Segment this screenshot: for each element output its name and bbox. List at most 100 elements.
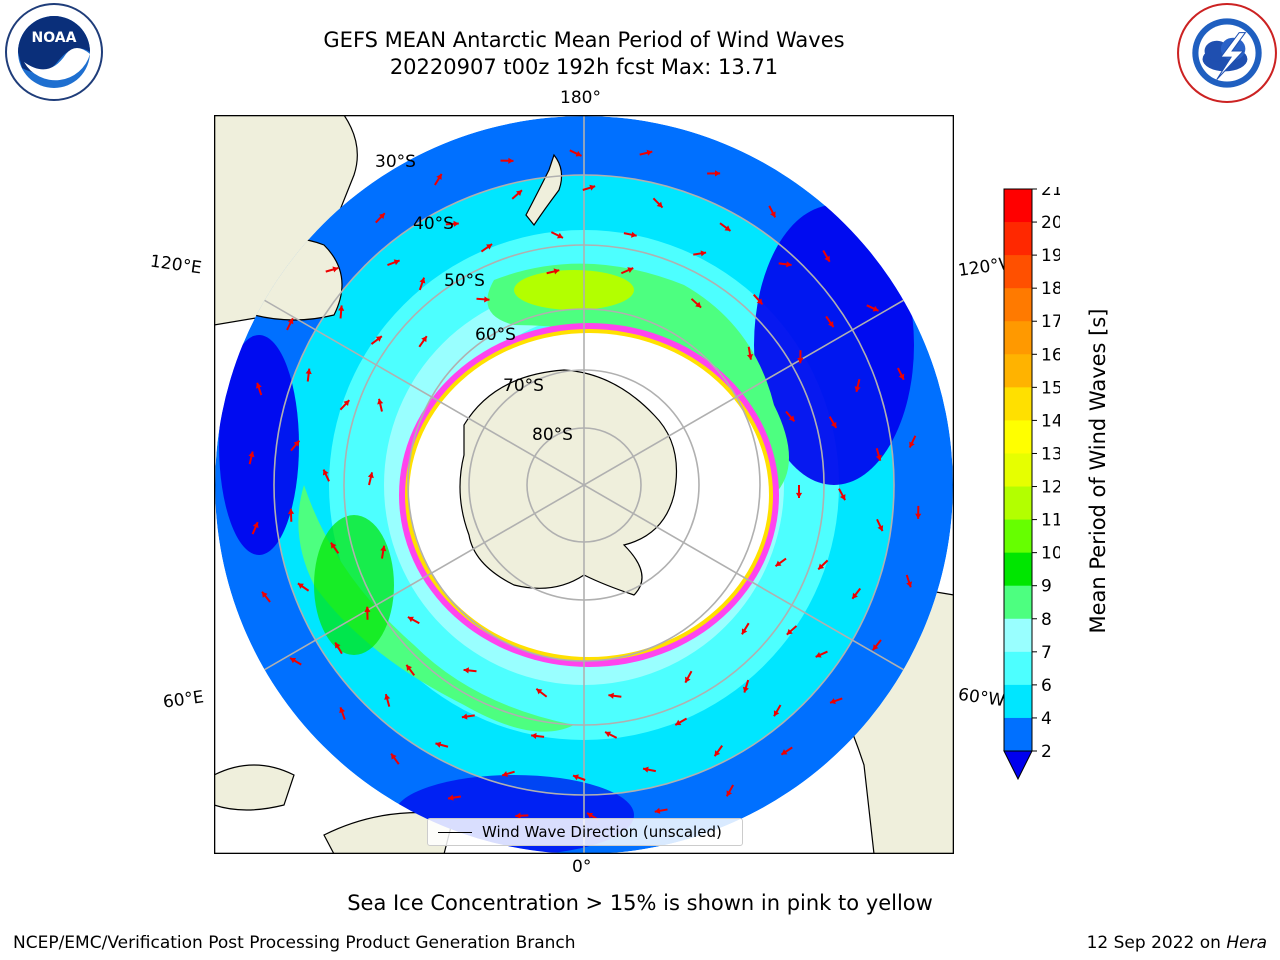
noaa-logo-icon: NOAA xyxy=(5,3,103,101)
wind-arrow xyxy=(654,807,668,814)
lat-label-60s: 60°S xyxy=(475,325,516,345)
wind-arrow xyxy=(418,335,428,348)
wind-arrow xyxy=(822,249,831,263)
wind-arrow xyxy=(838,488,846,501)
wind-arrow xyxy=(623,231,637,238)
wind-arrow xyxy=(725,784,735,797)
wind-arrow xyxy=(652,197,664,209)
wind-arrow xyxy=(384,693,391,707)
lon-label-0: 0° xyxy=(572,857,592,877)
colorbar-block xyxy=(1004,585,1032,620)
wind-arrow xyxy=(872,639,882,651)
wind-arrow xyxy=(742,679,750,693)
nws-logo-icon xyxy=(1177,3,1277,103)
wind-arrow xyxy=(546,268,560,275)
lon-label-60w: 60°W xyxy=(956,684,1007,712)
colorbar-tick-label: 2 xyxy=(1041,742,1052,762)
wind-arrow xyxy=(338,305,345,319)
wind-arrow xyxy=(774,557,787,567)
colorbar-tick-label: 9 xyxy=(1041,577,1052,597)
colorbar-tick-label: 17 xyxy=(1041,312,1060,332)
wind-arrow xyxy=(795,485,803,498)
wind-arrow xyxy=(897,367,905,381)
wind-arrow xyxy=(387,259,400,266)
wind-arrow xyxy=(445,220,459,227)
wind-arrow xyxy=(582,184,596,191)
wind-arrow xyxy=(786,625,798,636)
wind-arrow xyxy=(746,346,754,360)
wind-arrow xyxy=(569,149,582,157)
wind-arrow xyxy=(773,704,782,717)
colorbar-block xyxy=(1004,519,1032,554)
map-legend: Wind Wave Direction (unscaled) xyxy=(427,818,743,846)
colorbar-block xyxy=(1004,651,1032,686)
map-gridlines xyxy=(215,116,953,854)
wind-arrow xyxy=(572,774,586,781)
colorbar-block xyxy=(1004,354,1032,388)
colorbar-block xyxy=(1004,255,1032,289)
wind-arrow xyxy=(334,641,343,655)
wind-arrow xyxy=(287,508,295,522)
wind-arrow xyxy=(390,753,400,765)
wind-arrow xyxy=(405,664,416,676)
colorbar-tick-label: 21 xyxy=(1041,187,1060,200)
wind-arrow xyxy=(289,657,302,666)
colorbar: 21 20 19 18 17 16 15 14 13 12 11 10 9 8 7 6 4 2 xyxy=(1003,187,1060,781)
colorbar-tick-label: 14 xyxy=(1041,411,1060,431)
sea-ice-caption: Sea Ice Concentration > 15% is shown in … xyxy=(347,891,933,915)
wind-arrow xyxy=(639,149,653,156)
wind-arrow xyxy=(829,697,843,704)
colorbar-block xyxy=(1004,222,1032,256)
wind-arrow xyxy=(255,382,263,396)
wind-arrow xyxy=(674,717,688,726)
wind-arrow xyxy=(367,472,374,486)
footer-credit: NCEP/EMC/Verification Post Processing Pr… xyxy=(13,933,576,953)
wind-arrow xyxy=(511,189,523,200)
wind-arrow xyxy=(817,559,829,571)
wind-arrow xyxy=(407,616,420,625)
wind-arrow xyxy=(778,261,792,268)
wind-arrow xyxy=(785,410,796,423)
wind-arrow xyxy=(693,250,707,257)
footer-date-text: 12 Sep 2022 on xyxy=(1086,933,1227,953)
noaa-logo-text: NOAA xyxy=(32,30,77,46)
wind-arrow xyxy=(915,505,922,519)
wind-arrow xyxy=(297,582,310,592)
wind-arrow xyxy=(339,706,346,720)
wind-arrow xyxy=(515,812,529,819)
wind-arrow xyxy=(797,350,804,364)
wind-arrow xyxy=(461,713,475,720)
wind-arrow xyxy=(684,670,693,684)
wind-arrow xyxy=(418,277,426,291)
wind-arrow xyxy=(330,542,340,554)
legend-label: Wind Wave Direction (unscaled) xyxy=(482,823,722,841)
wind-arrow xyxy=(531,732,545,740)
lat-label-70s: 70°S xyxy=(503,376,544,396)
polar-map xyxy=(214,115,954,854)
colorbar-tick-label: 6 xyxy=(1041,676,1052,696)
wind-arrow xyxy=(854,379,861,393)
wind-arrow xyxy=(375,212,386,224)
footer-host: Hera xyxy=(1226,933,1267,953)
wind-arrow xyxy=(604,731,618,739)
wind-arrow xyxy=(905,574,913,588)
wind-arrow xyxy=(339,399,350,411)
lat-label-80s: 80°S xyxy=(532,425,573,445)
chart-title: GEFS MEAN Antarctic Mean Period of Wind … xyxy=(323,28,845,52)
colorbar-extend-arrow xyxy=(1003,750,1033,781)
wind-arrow xyxy=(322,469,330,482)
colorbar-tick-label: 15 xyxy=(1041,378,1060,398)
wind-arrow xyxy=(476,296,490,303)
wind-arrow xyxy=(380,545,387,559)
wind-arrow xyxy=(713,745,723,757)
legend-line-swatch xyxy=(438,831,472,833)
wind-arrow xyxy=(876,518,884,532)
colorbar-tick-label: 16 xyxy=(1041,345,1060,365)
wind-arrow xyxy=(463,667,477,674)
wind-arrow xyxy=(608,692,622,699)
colorbar-tick-label: 4 xyxy=(1041,709,1052,729)
wind-arrow xyxy=(325,266,339,273)
wind-arrow xyxy=(908,435,917,448)
colorbar-block xyxy=(1004,321,1032,355)
wind-arrow xyxy=(370,335,383,345)
